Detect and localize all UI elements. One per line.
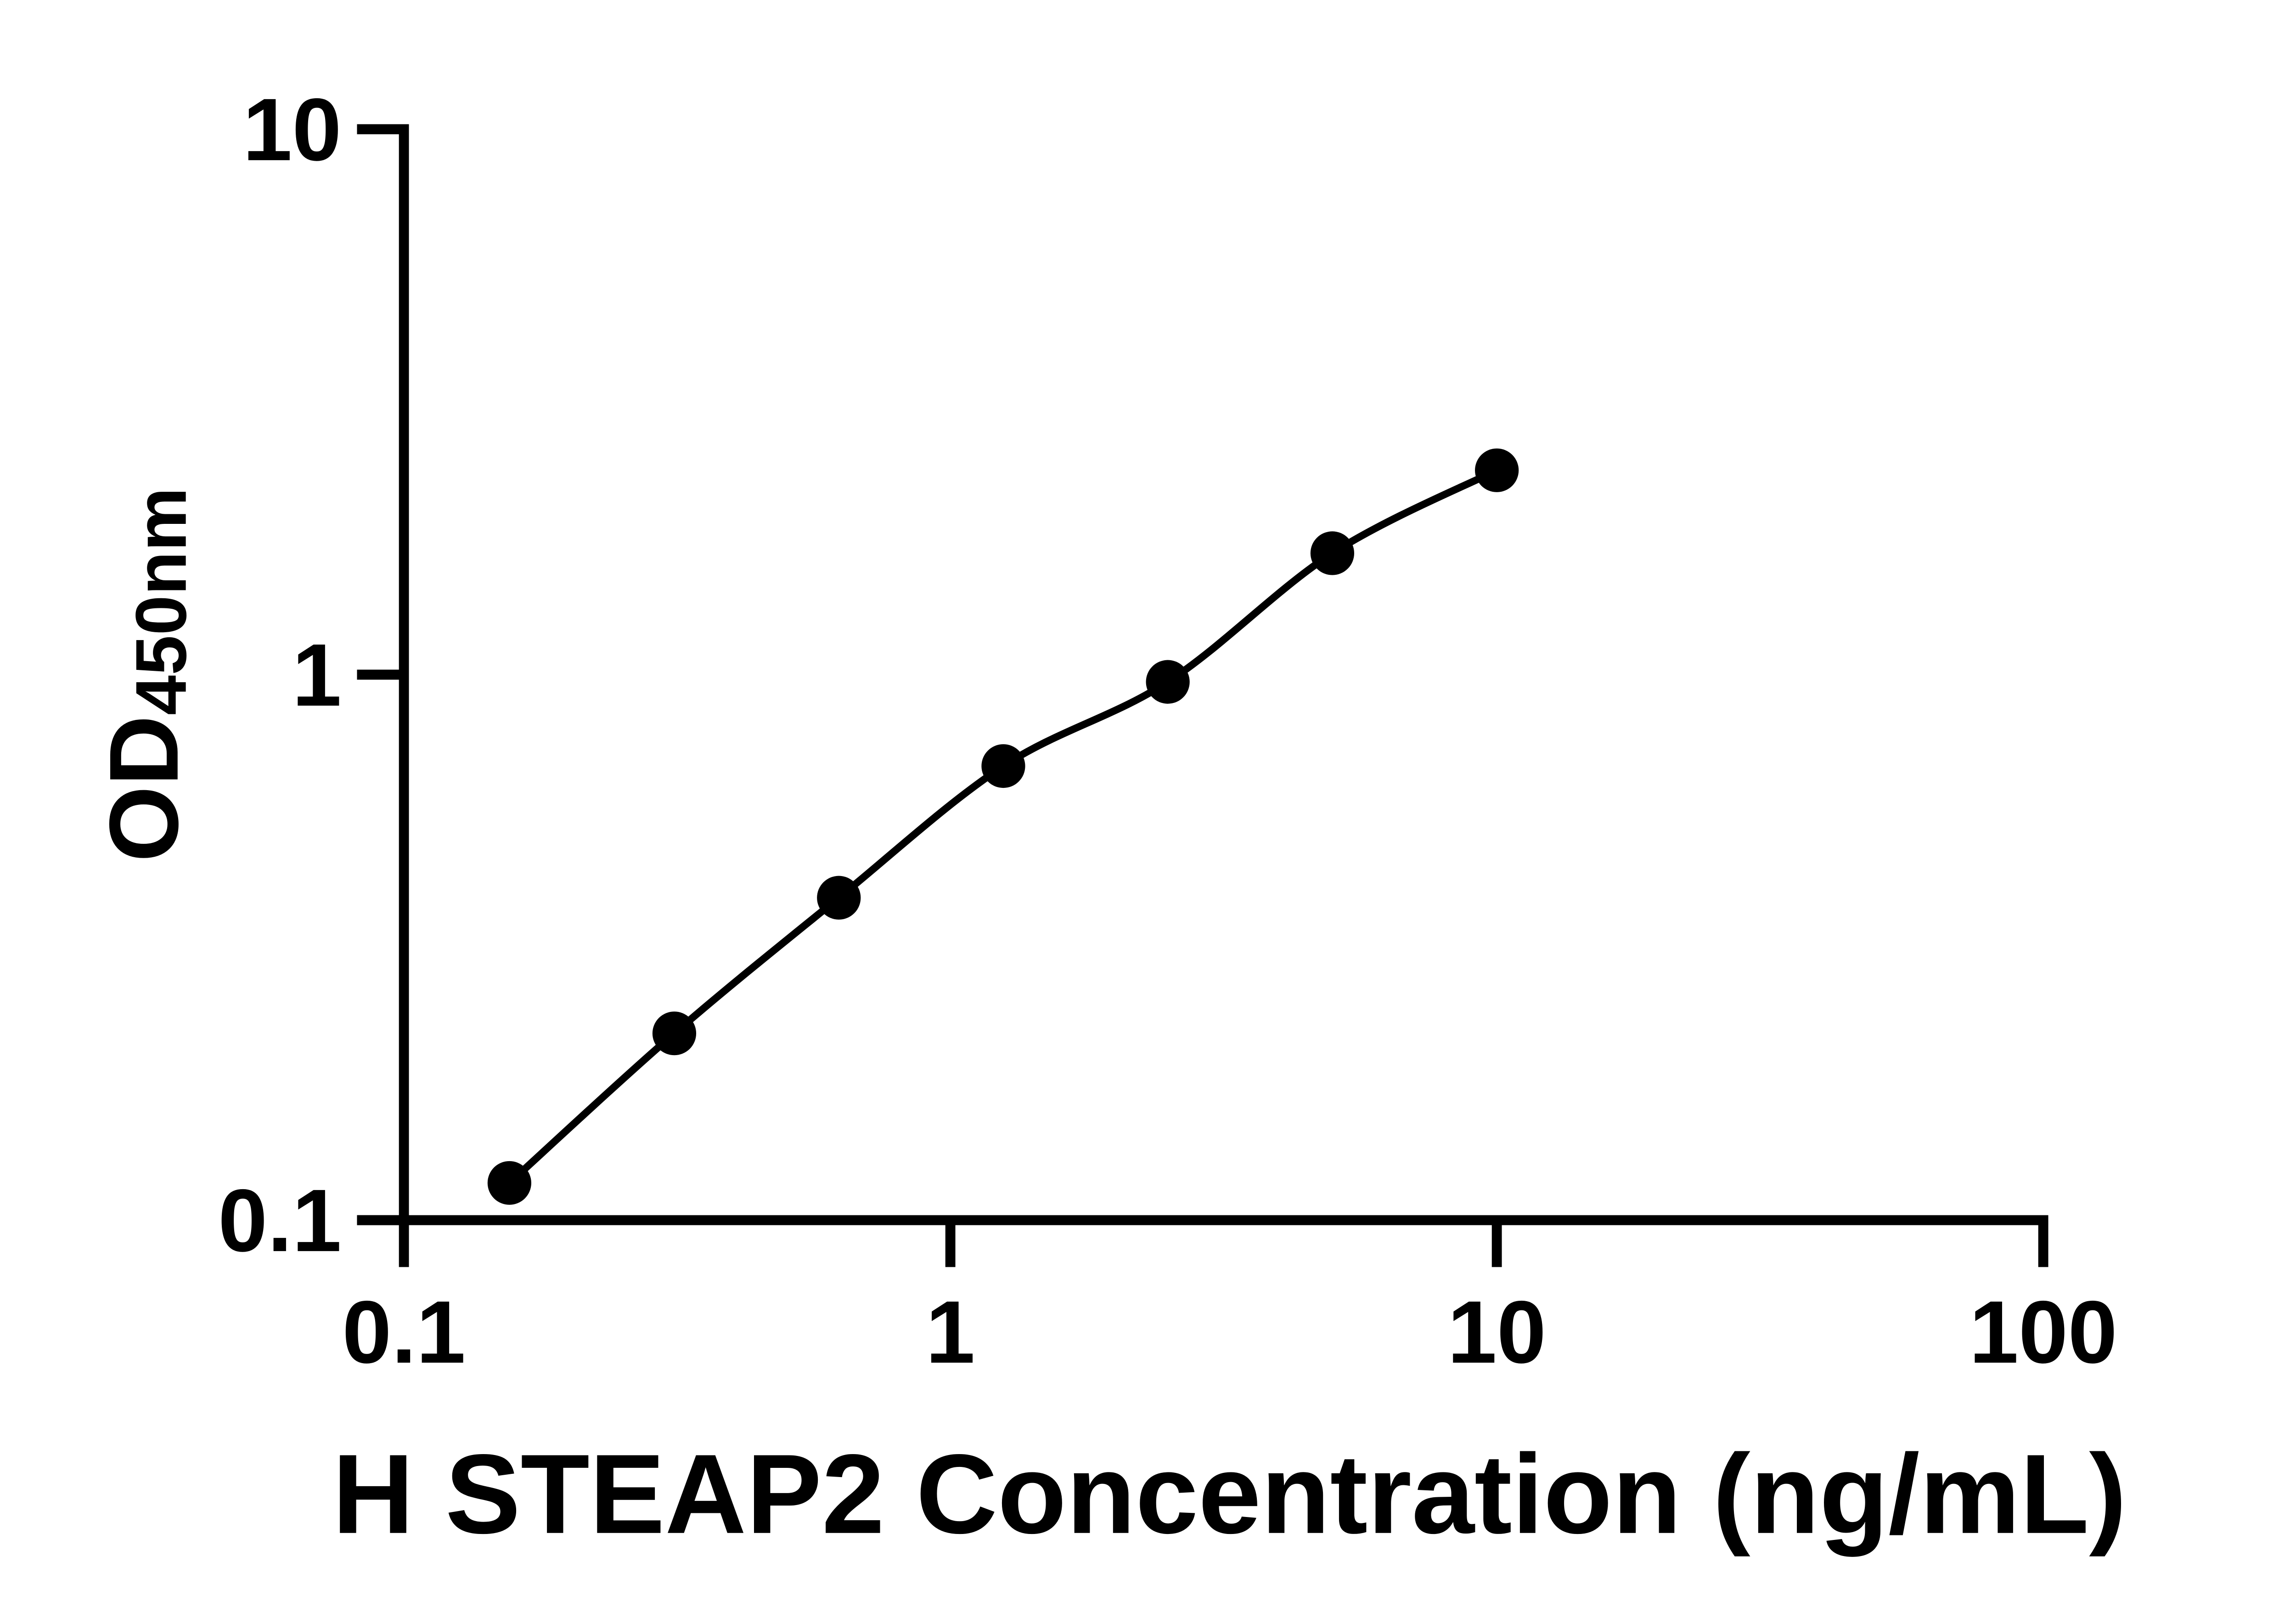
y-axis-title-sub: 450nm: [121, 487, 202, 715]
data-point-2: [652, 1011, 697, 1056]
y-tick-label-0.1: 0.1: [218, 1171, 342, 1270]
x-axis-title: H STEAP2 Concentration (ng/mL): [332, 1431, 2127, 1557]
data-point-1: [487, 1161, 531, 1205]
y-tick-label-10: 10: [243, 80, 342, 179]
y-axis-title: OD450nm: [90, 487, 202, 862]
x-tick-label-10: 10: [1447, 1282, 1546, 1382]
plot-area: 0.1 1 10 100 10 1 0.1: [218, 80, 2117, 1382]
data-point-7: [1475, 448, 1519, 492]
data-point-6: [1310, 531, 1355, 575]
x-tick-label-1: 1: [926, 1282, 975, 1382]
x-tick-label-0.1: 0.1: [342, 1282, 466, 1382]
y-tick-label-1: 1: [292, 625, 342, 725]
x-tick-label-100: 100: [1969, 1282, 2117, 1382]
standard-curve: [507, 467, 1499, 1186]
y-axis-title-main: OD: [90, 715, 199, 862]
data-point-4: [981, 744, 1025, 788]
data-point-5: [1146, 660, 1190, 704]
data-point-3: [817, 876, 861, 920]
